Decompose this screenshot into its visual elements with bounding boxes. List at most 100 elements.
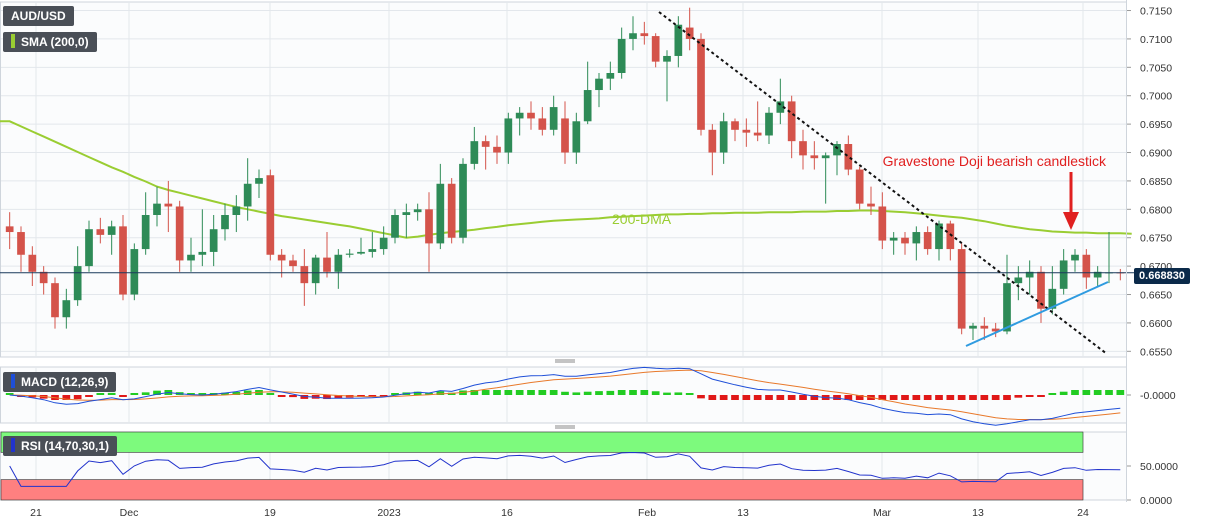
panel-resize-handle[interactable] — [555, 359, 575, 363]
candle[interactable] — [175, 200, 184, 272]
candle[interactable] — [198, 209, 207, 267]
candle[interactable] — [187, 237, 195, 272]
candle[interactable] — [697, 33, 705, 136]
candle[interactable] — [1003, 254, 1011, 335]
candle[interactable] — [379, 226, 388, 255]
candle[interactable] — [17, 226, 25, 272]
sma-tag[interactable]: SMA (200,0) — [3, 32, 97, 52]
candle[interactable] — [425, 192, 433, 272]
candle[interactable] — [300, 249, 309, 306]
candle[interactable] — [1082, 249, 1091, 289]
candle[interactable] — [164, 180, 173, 233]
candle[interactable] — [742, 118, 751, 147]
candle[interactable] — [640, 21, 649, 45]
candle[interactable] — [719, 112, 728, 164]
candle[interactable] — [107, 220, 116, 255]
candle[interactable] — [73, 246, 82, 306]
candle[interactable] — [402, 203, 411, 238]
candle[interactable] — [39, 266, 48, 295]
candle[interactable] — [96, 217, 105, 244]
candle[interactable] — [787, 95, 796, 159]
macd-tag[interactable]: MACD (12,26,9) — [3, 372, 117, 392]
candle[interactable] — [923, 226, 932, 255]
candle[interactable] — [1093, 266, 1102, 286]
candle[interactable] — [844, 135, 853, 176]
candle[interactable] — [232, 195, 241, 233]
candle[interactable] — [799, 129, 807, 170]
candle[interactable] — [606, 61, 615, 91]
candle[interactable] — [413, 203, 422, 221]
candle[interactable] — [323, 232, 331, 278]
candle[interactable] — [674, 16, 683, 68]
candle[interactable] — [289, 254, 297, 272]
candle[interactable] — [62, 288, 71, 329]
candle[interactable] — [889, 232, 898, 255]
candle[interactable] — [969, 322, 977, 340]
candle[interactable] — [28, 246, 37, 286]
candle[interactable] — [572, 112, 581, 164]
candle[interactable] — [651, 33, 660, 68]
candle[interactable] — [85, 220, 93, 272]
candle[interactable] — [515, 107, 524, 136]
candle[interactable] — [368, 232, 377, 258]
candle[interactable] — [617, 27, 626, 79]
candle[interactable] — [243, 158, 252, 221]
candle[interactable] — [504, 112, 513, 164]
candle[interactable] — [470, 126, 479, 170]
candle[interactable] — [51, 277, 59, 329]
candle[interactable] — [538, 107, 547, 136]
candle[interactable] — [266, 169, 275, 261]
candle[interactable] — [549, 95, 558, 136]
candle[interactable] — [776, 78, 785, 125]
candle[interactable] — [867, 186, 875, 215]
candle[interactable] — [527, 101, 535, 130]
candle[interactable] — [357, 237, 365, 255]
candle[interactable] — [130, 243, 139, 301]
candle[interactable] — [255, 169, 263, 198]
candle[interactable] — [708, 124, 717, 176]
candle[interactable] — [810, 141, 819, 170]
candle[interactable] — [583, 61, 592, 125]
candle[interactable] — [141, 192, 150, 255]
candle[interactable] — [459, 158, 467, 244]
candle[interactable] — [1059, 249, 1068, 295]
candle[interactable] — [855, 166, 864, 210]
candle[interactable] — [957, 243, 966, 335]
candle[interactable] — [334, 249, 343, 289]
candle[interactable] — [345, 249, 354, 258]
candle[interactable] — [209, 215, 218, 267]
candle[interactable] — [119, 215, 127, 301]
candle[interactable] — [731, 118, 739, 142]
candle[interactable] — [391, 209, 399, 244]
candle[interactable] — [1014, 266, 1023, 301]
candle[interactable] — [481, 135, 490, 170]
candle[interactable] — [1037, 266, 1045, 323]
candle[interactable] — [878, 192, 887, 250]
candle[interactable] — [311, 254, 320, 295]
candle[interactable] — [946, 220, 955, 261]
candle[interactable] — [595, 73, 603, 108]
candle[interactable] — [991, 322, 1000, 338]
candle[interactable] — [5, 212, 14, 250]
candle[interactable] — [447, 178, 456, 244]
candle[interactable] — [221, 203, 229, 241]
candle[interactable] — [901, 232, 909, 255]
candle[interactable] — [753, 101, 762, 142]
candle[interactable] — [493, 135, 501, 164]
candle[interactable] — [685, 7, 694, 51]
candle[interactable] — [980, 317, 989, 340]
panel-resize-handle[interactable] — [555, 425, 575, 429]
candle[interactable] — [1025, 260, 1034, 295]
candle[interactable] — [153, 186, 161, 227]
rsi-tag[interactable]: RSI (14,70,30,1) — [3, 436, 118, 456]
candle[interactable] — [663, 50, 671, 102]
candle[interactable] — [436, 163, 445, 250]
candle[interactable] — [1071, 249, 1079, 272]
candle[interactable] — [765, 107, 773, 144]
symbol-tag[interactable]: AUD/USD — [3, 6, 74, 26]
candle[interactable] — [935, 220, 943, 261]
candle[interactable] — [821, 152, 830, 204]
candle[interactable] — [629, 16, 637, 51]
candle[interactable] — [912, 226, 921, 261]
candle[interactable] — [561, 101, 569, 164]
